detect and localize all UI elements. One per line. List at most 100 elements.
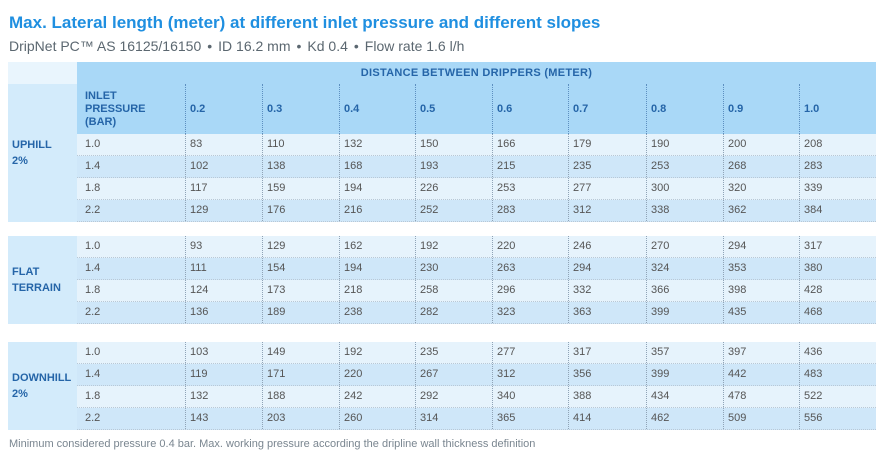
length-value-cell: 339 [799,178,876,199]
distance-column-header: 1.0 [799,84,876,134]
length-value-cell: 200 [723,134,799,155]
length-value-cell: 399 [646,364,723,385]
length-value-cell: 192 [339,342,415,363]
length-value-cell: 357 [646,342,723,363]
distance-column-header: 0.9 [723,84,799,134]
length-value-cell: 296 [492,280,568,301]
length-value-cell: 215 [492,156,568,177]
table-row: 1.8 117 159 194 226 253 277 300 320 339 [77,178,876,200]
section-rows-downhill: 1.0 103 149 192 235 277 317 357 397 436 1.4 119 171 2… [77,342,876,430]
length-value-cell: 353 [723,258,799,279]
header-corner [8,62,77,84]
page-title: Max. Lateral length (meter) at different… [9,13,601,32]
section-label-flat-terrain: FLAT TERRAIN [8,236,77,324]
length-value-cell: 203 [262,408,339,429]
length-value-cell: 317 [799,236,876,257]
subtitle-kd: Kd 0.4 [307,38,348,54]
table-row: 1.4 102 138 168 193 215 235 253 268 283 [77,156,876,178]
length-value-cell: 283 [492,200,568,221]
distance-header-band: DISTANCE BETWEEN DRIPPERS (METER) [8,62,876,84]
length-value-cell: 166 [492,134,568,155]
length-value-cell: 332 [568,280,646,301]
length-value-cell: 268 [723,156,799,177]
subtitle-separator: • [207,38,213,54]
length-value-cell: 428 [799,280,876,301]
length-value-cell: 188 [262,386,339,407]
length-value-cell: 218 [339,280,415,301]
table-row: 1.8 124 173 218 258 296 332 366 398 428 [77,280,876,302]
pressure-cell: 1.4 [85,262,101,274]
length-value-cell: 189 [262,302,339,323]
length-value-cell: 282 [415,302,492,323]
length-value-cell: 294 [723,236,799,257]
subtitle-flow-rate: Flow rate 1.6 l/h [364,38,465,54]
length-value-cell: 238 [339,302,415,323]
length-value-cell: 317 [568,342,646,363]
length-value-cell: 119 [185,364,262,385]
section-label-line: DOWNHILL [12,372,72,384]
length-value-cell: 356 [568,364,646,385]
length-value-cell: 365 [492,408,568,429]
section-label-line: 2% [12,155,28,167]
length-value-cell: 253 [646,156,723,177]
inlet-pressure-line: INLET [85,89,117,102]
length-value-cell: 384 [799,200,876,221]
length-value-cell: 435 [723,302,799,323]
pressure-cell: 1.8 [85,284,101,296]
length-value-cell: 102 [185,156,262,177]
length-value-cell: 194 [339,258,415,279]
length-value-cell: 468 [799,302,876,323]
subtitle-id: ID 16.2 mm [218,38,291,54]
length-value-cell: 230 [415,258,492,279]
section-label-uphill: UPHILL 2% [8,84,77,222]
length-value-cell: 277 [492,342,568,363]
distance-column-header: 0.8 [646,84,723,134]
section-rows-uphill: 1.0 83 110 132 150 166 179 190 200 208 1.4 102 138 16… [77,134,876,222]
distance-column-header: 0.7 [568,84,646,134]
table-row: 1.8 132 188 242 292 340 388 434 478 522 [77,386,876,408]
pressure-cell: 1.0 [85,240,101,252]
table-row: 2.2 136 189 238 282 323 363 399 435 468 [77,302,876,324]
distance-column-header: 0.6 [492,84,568,134]
length-value-cell: 138 [262,156,339,177]
table-row: 2.2 143 203 260 314 365 414 462 509 556 [77,408,876,430]
length-value-cell: 414 [568,408,646,429]
pressure-cell: 1.8 [85,390,101,402]
length-value-cell: 159 [262,178,339,199]
length-value-cell: 442 [723,364,799,385]
length-value-cell: 388 [568,386,646,407]
length-value-cell: 220 [339,364,415,385]
length-value-cell: 110 [262,134,339,155]
length-value-cell: 129 [185,200,262,221]
column-header-row: INLET PRESSURE (BAR) 0.2 0.3 0.4 0.5 0.6 0.7 0.8 0… [77,84,876,134]
section-rows-flat-terrain: 1.0 93 129 162 192 220 246 270 294 317 1.4 111 154 19… [77,236,876,324]
section-label-line: FLAT [12,266,40,278]
table-row: 2.2 129 176 216 252 283 312 338 362 384 [77,200,876,222]
length-value-cell: 509 [723,408,799,429]
length-value-cell: 154 [262,258,339,279]
pressure-cell: 1.4 [85,160,101,172]
length-value-cell: 176 [262,200,339,221]
table-row: 1.0 103 149 192 235 277 317 357 397 436 [77,342,876,364]
pressure-cell: 1.0 [85,346,101,358]
length-value-cell: 194 [339,178,415,199]
length-value-cell: 216 [339,200,415,221]
length-value-cell: 294 [568,258,646,279]
pressure-cell: 1.4 [85,368,101,380]
length-value-cell: 338 [646,200,723,221]
length-value-cell: 323 [492,302,568,323]
inlet-pressure-label: INLET PRESSURE (BAR) [85,90,146,129]
footnote: Minimum considered pressure 0.4 bar. Max… [9,438,536,450]
length-value-cell: 252 [415,200,492,221]
subtitle-separator: • [353,38,359,54]
length-value-cell: 242 [339,386,415,407]
length-value-cell: 397 [723,342,799,363]
length-value-cell: 179 [568,134,646,155]
length-value-cell: 399 [646,302,723,323]
length-value-cell: 235 [568,156,646,177]
inlet-pressure-line: (BAR) [85,115,117,128]
length-value-cell: 93 [185,236,262,257]
inlet-pressure-header: INLET PRESSURE (BAR) [77,84,185,134]
length-value-cell: 263 [492,258,568,279]
length-value-cell: 208 [799,134,876,155]
